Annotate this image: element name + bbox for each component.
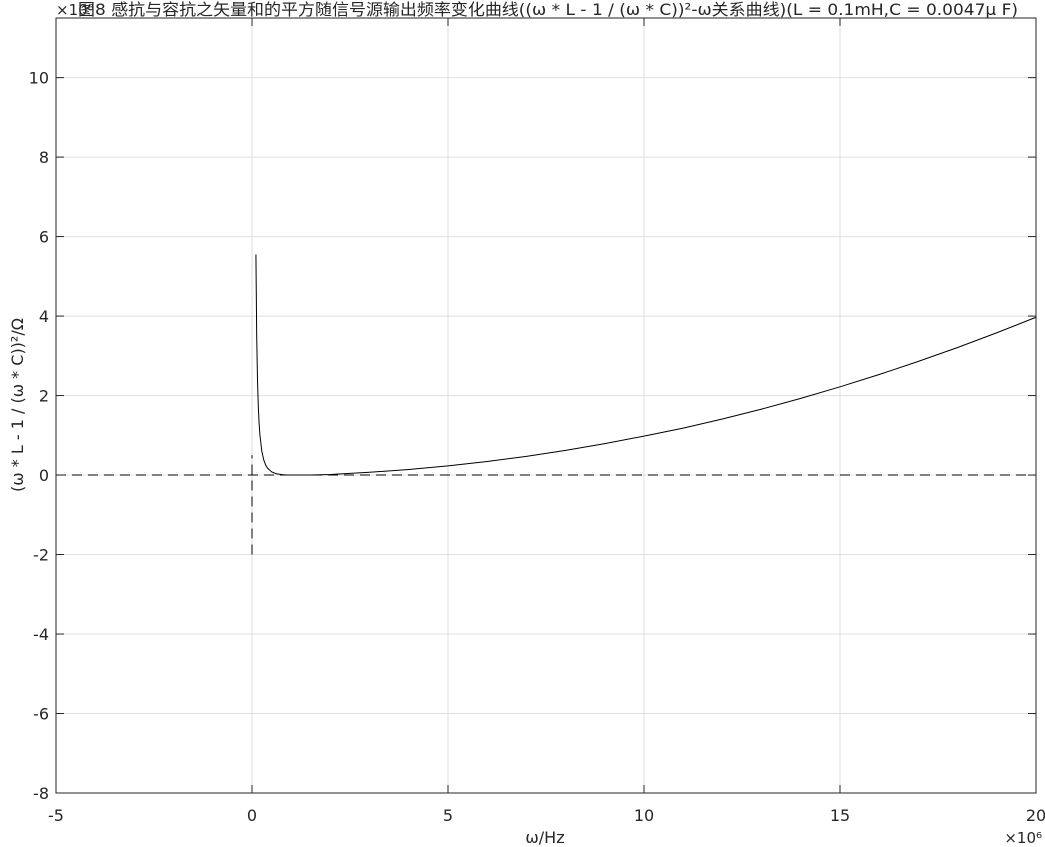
x-tick-label: 10 xyxy=(634,806,654,825)
y-tick-label: -8 xyxy=(33,784,49,803)
x-axis-exponent: ×10⁶ xyxy=(1004,829,1042,847)
y-axis-exponent: ×10⁸ xyxy=(56,1,94,19)
data-series xyxy=(56,254,1037,555)
chart-title: 图8 感抗与容抗之矢量和的平方随信号源输出频率变化曲线((ω * L - 1 /… xyxy=(78,0,1018,19)
plot-area xyxy=(56,18,1036,793)
x-tick-label: 20 xyxy=(1026,806,1045,825)
x-tick-label: 15 xyxy=(830,806,850,825)
x-tick-label: 5 xyxy=(443,806,453,825)
y-tick-label: 8 xyxy=(39,148,49,167)
x-tick-label: -5 xyxy=(48,806,64,825)
plot-frame xyxy=(55,17,1037,794)
y-tick-label: 4 xyxy=(39,307,49,326)
y-axis-label: (ω * L - 1 / (ω * C))²/Ω xyxy=(8,318,27,492)
y-tick-label: -2 xyxy=(33,546,49,565)
y-tick-label: 0 xyxy=(39,466,49,485)
y-tick-label: 10 xyxy=(29,69,49,88)
y-tick-label: -4 xyxy=(33,625,49,644)
y-tick-label: 2 xyxy=(39,387,49,406)
x-tick-label: 0 xyxy=(247,806,257,825)
x-axis-ticks: -5 0 5 10 15 20 xyxy=(48,18,1045,825)
y-tick-label: 6 xyxy=(39,228,49,247)
x-axis-label: ω/Hz xyxy=(525,828,564,847)
y-tick-label: -6 xyxy=(33,705,49,724)
y-axis-ticks: -8 -6 -4 -2 0 2 4 6 8 10 xyxy=(29,69,1036,803)
series-line xyxy=(255,254,1037,476)
